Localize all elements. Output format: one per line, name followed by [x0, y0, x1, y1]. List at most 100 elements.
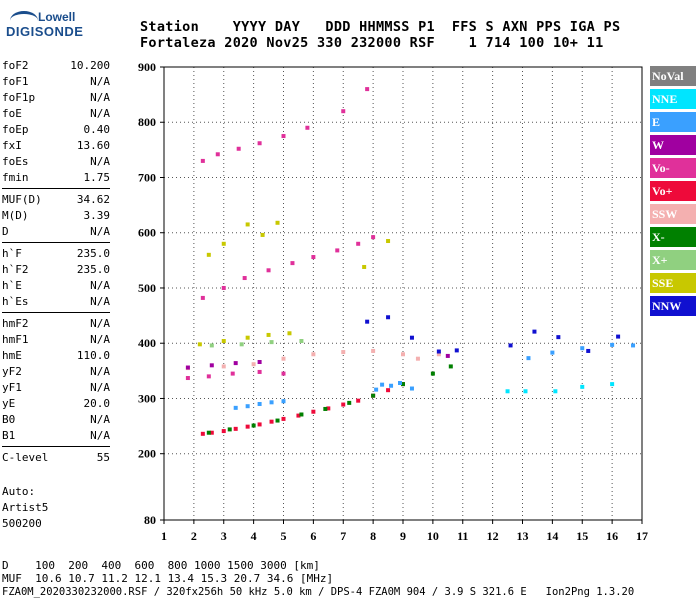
data-point: [311, 255, 316, 260]
data-point: [508, 343, 513, 348]
y-tick-label: 300: [138, 391, 156, 405]
digisonde-logo: Lowell DIGISONDE: [6, 10, 83, 44]
param-key: M(D): [2, 209, 29, 222]
y-tick-label: 600: [138, 226, 156, 240]
data-point: [326, 406, 331, 411]
x-tick-label: 4: [251, 529, 257, 543]
param-key: h`Es: [2, 295, 29, 308]
ionogram-chart: 1 2 3 4 5 6 7 8 9 10 11 12 13 14 15 16 17802003004005006…: [138, 60, 648, 543]
param-key: C-level: [2, 451, 49, 464]
legend-item: W: [650, 135, 696, 155]
param-value: 55: [96, 451, 110, 464]
y-tick-label: 400: [138, 336, 156, 350]
data-point: [245, 335, 250, 340]
data-point: [398, 380, 403, 385]
data-point: [386, 239, 391, 244]
data-point: [281, 371, 286, 376]
data-point: [221, 339, 226, 344]
x-tick-label: 2: [191, 529, 197, 543]
param-row: foEs N/A: [2, 154, 110, 170]
data-point: [260, 232, 265, 237]
param-key: foE: [2, 107, 22, 120]
data-point: [356, 241, 361, 246]
data-point: [281, 399, 286, 404]
param-key: B1: [2, 429, 16, 442]
param-key: foEs: [2, 155, 29, 168]
param-value: N/A: [90, 429, 110, 442]
param-row: hmF1 N/A: [2, 332, 110, 348]
param-value: N/A: [90, 155, 110, 168]
data-point: [448, 364, 453, 369]
y-tick-label: 800: [138, 115, 156, 129]
legend-item: NoVal: [650, 66, 696, 86]
data-point: [526, 356, 531, 361]
data-point: [386, 315, 391, 320]
data-point: [523, 389, 528, 394]
data-point: [311, 409, 316, 414]
x-tick-label: 17: [636, 529, 648, 543]
parameter-panel: foF2 10.200 foF1 N/A foF1p N/A foE N/A foEp 0.40 f…: [2, 58, 110, 466]
data-point: [281, 134, 286, 139]
param-value: N/A: [90, 91, 110, 104]
data-point: [532, 329, 537, 334]
param-row: foF2 10.200: [2, 58, 110, 74]
data-point: [580, 346, 585, 351]
data-point: [445, 353, 450, 358]
data-point: [505, 389, 510, 394]
data-point: [386, 388, 391, 393]
data-point: [380, 382, 385, 387]
param-value: 235.0: [76, 247, 110, 260]
data-point: [221, 285, 226, 290]
param-key: foF1p: [2, 91, 36, 104]
data-point: [230, 371, 235, 376]
data-point: [616, 334, 621, 339]
data-point: [371, 348, 376, 353]
data-point: [341, 402, 346, 407]
data-point: [257, 369, 262, 374]
data-point: [454, 348, 459, 353]
data-point: [553, 389, 558, 394]
param-key: h`F: [2, 247, 22, 260]
plot-frame: [163, 66, 643, 521]
data-point: [299, 412, 304, 417]
data-point: [245, 222, 250, 227]
data-point: [409, 335, 414, 340]
y-tick-label: 500: [138, 281, 156, 295]
legend-item: SSW: [650, 204, 696, 224]
y-tick-label: 200: [138, 447, 156, 461]
param-key: MUF(D): [2, 193, 42, 206]
param-value: 10.200: [70, 59, 110, 72]
data-point: [206, 252, 211, 257]
data-point: [362, 264, 367, 269]
data-point: [305, 125, 310, 130]
param-row: h`F2 235.0: [2, 262, 110, 278]
data-point: [233, 405, 238, 410]
data-point: [221, 429, 226, 434]
data-point: [311, 352, 316, 357]
param-row: h`Es N/A: [2, 294, 110, 310]
data-point: [436, 349, 441, 354]
data-point: [245, 424, 250, 429]
legend-item: E: [650, 112, 696, 132]
data-point: [269, 340, 274, 345]
data-point: [221, 241, 226, 246]
param-key: hmF2: [2, 317, 29, 330]
x-tick-label: 5: [281, 529, 287, 543]
data-point: [371, 235, 376, 240]
data-point: [209, 430, 214, 435]
data-point: [200, 158, 205, 163]
data-point: [550, 350, 555, 355]
param-divider: [2, 446, 110, 447]
data-point: [233, 361, 238, 366]
data-point: [200, 295, 205, 300]
x-tick-label: 13: [517, 529, 529, 543]
param-value: N/A: [90, 317, 110, 330]
y-tick-label: 80: [144, 513, 156, 527]
param-key: hmE: [2, 349, 22, 362]
data-point: [401, 382, 405, 387]
param-value: 1.75: [83, 171, 111, 184]
data-point: [266, 332, 271, 337]
x-tick-label: 12: [487, 529, 499, 543]
param-row: B0 N/A: [2, 412, 110, 428]
data-point: [275, 220, 280, 225]
